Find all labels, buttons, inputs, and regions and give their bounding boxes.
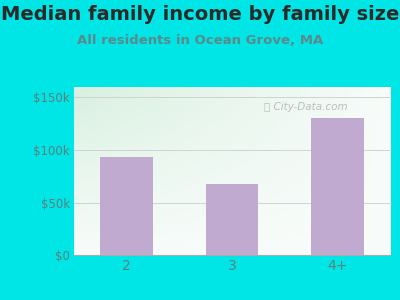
- Text: Median family income by family size: Median family income by family size: [1, 4, 399, 23]
- Bar: [206, 184, 258, 255]
- Text: Ⓜ City-Data.com: Ⓜ City-Data.com: [264, 102, 347, 112]
- Bar: [100, 157, 153, 255]
- Text: All residents in Ocean Grove, MA: All residents in Ocean Grove, MA: [77, 34, 323, 47]
- Bar: [311, 118, 364, 255]
